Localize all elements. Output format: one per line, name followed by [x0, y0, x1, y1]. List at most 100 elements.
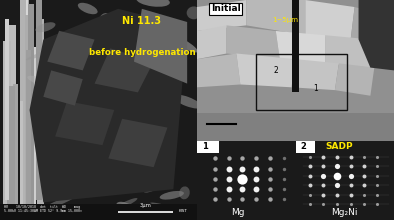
Ellipse shape — [86, 129, 98, 136]
Polygon shape — [276, 31, 325, 63]
Ellipse shape — [148, 114, 158, 126]
Ellipse shape — [160, 191, 184, 200]
Bar — [197, 113, 394, 141]
Bar — [6, 37, 9, 220]
Ellipse shape — [173, 95, 202, 108]
Point — [307, 174, 313, 177]
Point — [253, 156, 259, 160]
Polygon shape — [305, 0, 355, 39]
Ellipse shape — [40, 54, 69, 66]
Point — [281, 156, 287, 160]
Polygon shape — [246, 0, 305, 35]
Point — [374, 183, 380, 187]
Ellipse shape — [35, 22, 56, 32]
Ellipse shape — [187, 6, 201, 19]
Point — [253, 167, 259, 170]
Polygon shape — [236, 53, 296, 87]
Point — [212, 156, 218, 160]
Point — [253, 177, 259, 181]
Bar — [9, 25, 16, 202]
Ellipse shape — [151, 203, 171, 208]
Ellipse shape — [127, 172, 147, 185]
Ellipse shape — [73, 100, 89, 108]
Ellipse shape — [108, 15, 135, 30]
Point — [307, 193, 313, 196]
Ellipse shape — [87, 145, 98, 155]
Point — [361, 202, 368, 206]
Ellipse shape — [169, 35, 198, 53]
Point — [212, 198, 218, 201]
Ellipse shape — [115, 198, 138, 209]
Polygon shape — [359, 0, 394, 70]
Text: HV    10/10/2018  det  tilt  WD    mag
5.00kV 11:45:30AM ETD 52° 9.9mm 15,000×: HV 10/10/2018 det tilt WD mag 5.00kV 11:… — [4, 205, 82, 213]
Polygon shape — [95, 48, 154, 92]
Ellipse shape — [36, 121, 63, 138]
Polygon shape — [351, 7, 394, 49]
Polygon shape — [292, 59, 339, 90]
Point — [334, 193, 340, 196]
Bar — [10, 73, 15, 220]
Ellipse shape — [61, 111, 92, 125]
Point — [281, 167, 287, 170]
Ellipse shape — [144, 174, 174, 192]
Point — [348, 174, 354, 177]
Ellipse shape — [100, 13, 109, 21]
Ellipse shape — [45, 71, 76, 77]
Point — [267, 156, 273, 160]
Point — [239, 198, 245, 201]
Ellipse shape — [78, 3, 98, 14]
Ellipse shape — [126, 149, 136, 159]
Point — [320, 164, 326, 168]
Ellipse shape — [45, 195, 76, 209]
Point — [348, 164, 354, 168]
Point — [374, 164, 380, 168]
Point — [348, 193, 354, 196]
Point — [320, 174, 326, 177]
Bar — [296, 141, 315, 154]
Text: KIST: KIST — [179, 209, 188, 213]
Ellipse shape — [138, 26, 164, 40]
Point — [225, 167, 232, 170]
Point — [212, 187, 218, 191]
Point — [225, 198, 232, 201]
Point — [374, 193, 380, 196]
Point — [374, 202, 380, 206]
Bar — [28, 4, 34, 220]
Ellipse shape — [76, 157, 110, 164]
Ellipse shape — [39, 85, 52, 95]
Point — [374, 155, 380, 158]
Point — [374, 174, 380, 177]
Point — [253, 198, 259, 201]
Bar — [7, 86, 15, 218]
Ellipse shape — [70, 39, 97, 48]
Point — [225, 156, 232, 160]
Polygon shape — [325, 35, 370, 68]
Bar — [31, 48, 36, 220]
Text: 2: 2 — [301, 142, 306, 151]
Point — [334, 202, 340, 206]
Point — [281, 187, 287, 191]
Bar — [256, 53, 347, 110]
Bar — [0, 204, 197, 220]
Ellipse shape — [87, 39, 117, 53]
Point — [334, 164, 340, 168]
Ellipse shape — [27, 76, 56, 88]
Point — [281, 198, 287, 201]
Ellipse shape — [37, 213, 52, 218]
Point — [225, 177, 232, 181]
Text: 1~5μm: 1~5μm — [272, 17, 298, 23]
Ellipse shape — [152, 20, 163, 25]
Point — [361, 164, 368, 168]
Point — [361, 155, 368, 158]
Bar — [36, 0, 41, 200]
Ellipse shape — [65, 161, 82, 170]
Ellipse shape — [26, 49, 54, 60]
Point — [239, 177, 245, 181]
Ellipse shape — [95, 122, 103, 133]
Point — [307, 202, 313, 206]
Text: 1: 1 — [313, 84, 318, 93]
Ellipse shape — [136, 0, 170, 7]
Text: Mg: Mg — [232, 208, 245, 217]
Ellipse shape — [91, 100, 123, 109]
Ellipse shape — [53, 207, 76, 220]
